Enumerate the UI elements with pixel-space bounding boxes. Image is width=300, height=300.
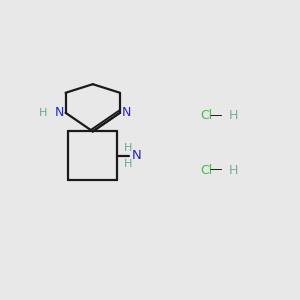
- Text: N: N: [131, 149, 141, 162]
- Text: H: H: [124, 159, 132, 169]
- Text: H: H: [124, 143, 132, 153]
- Text: Cl: Cl: [200, 109, 212, 122]
- Text: Cl: Cl: [200, 164, 212, 176]
- Text: —: —: [209, 109, 221, 122]
- Text: N: N: [55, 106, 64, 119]
- Text: N: N: [122, 106, 132, 119]
- Text: H: H: [229, 164, 238, 176]
- Text: H: H: [229, 109, 238, 122]
- Text: —: —: [209, 164, 221, 176]
- Text: H: H: [39, 108, 47, 118]
